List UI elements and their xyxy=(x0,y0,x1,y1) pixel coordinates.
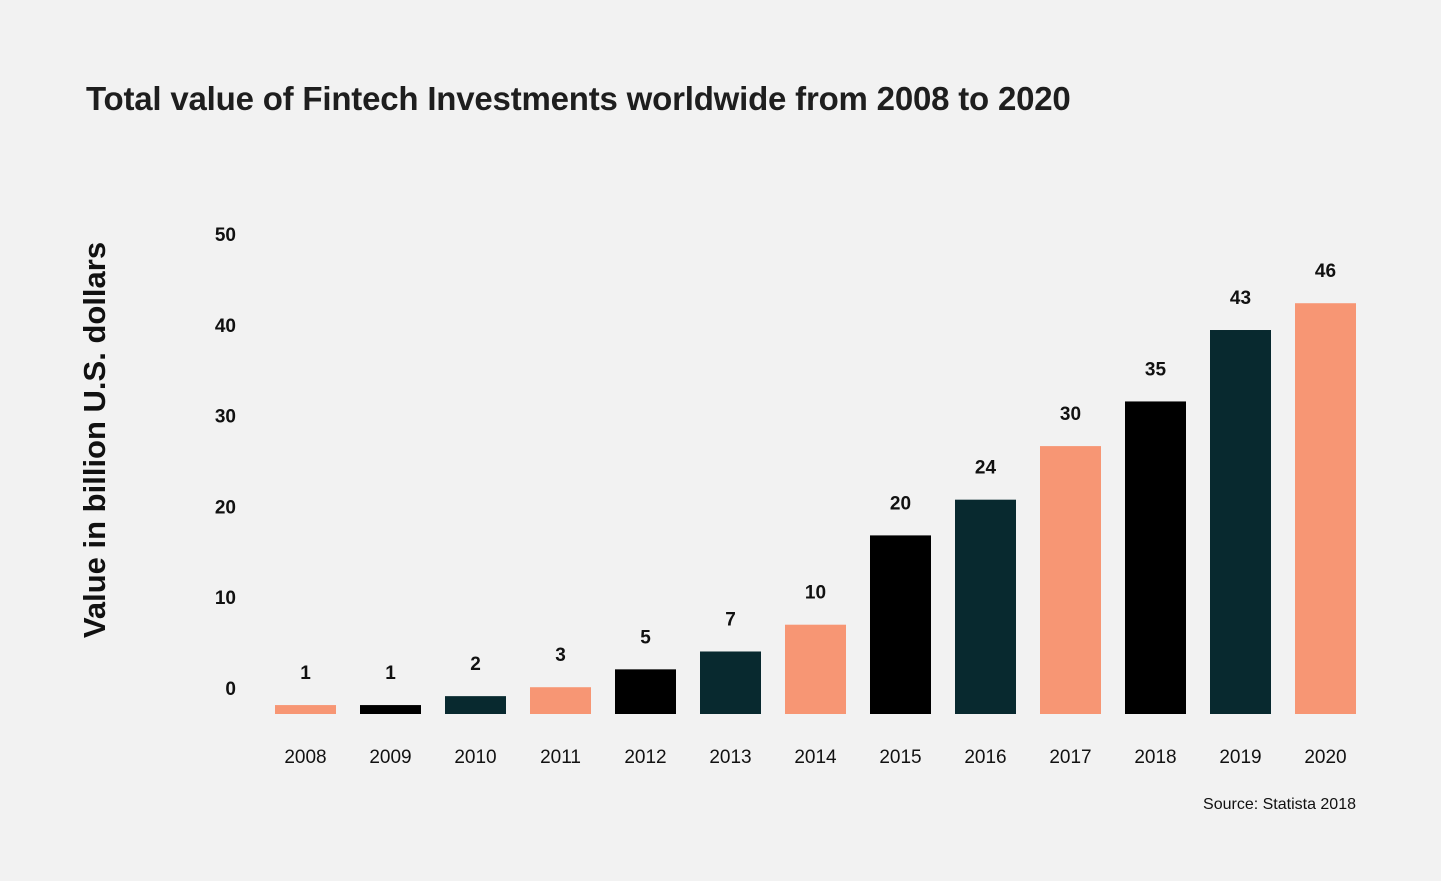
bar-2015 xyxy=(870,535,931,714)
y-tick-label: 20 xyxy=(215,497,236,518)
data-label: 3 xyxy=(555,645,566,666)
x-tick-label: 2019 xyxy=(1219,747,1261,768)
x-tick-label: 2009 xyxy=(369,747,411,768)
y-tick-label: 30 xyxy=(215,407,236,428)
bar-2011 xyxy=(530,687,591,714)
y-tick-label: 50 xyxy=(215,225,236,246)
bar-2010 xyxy=(445,696,506,714)
bar-2013 xyxy=(700,651,761,714)
x-tick-label: 2008 xyxy=(284,747,326,768)
bar-2020 xyxy=(1295,303,1356,714)
chart-title: Total value of Fintech Investments world… xyxy=(86,80,1071,117)
x-tick-label: 2017 xyxy=(1049,747,1091,768)
x-tick-label: 2015 xyxy=(879,747,921,768)
bar-2018 xyxy=(1125,401,1186,714)
source-note: Source: Statista 2018 xyxy=(1203,796,1356,813)
x-tick-label: 2010 xyxy=(454,747,496,768)
y-tick-label: 0 xyxy=(225,679,236,700)
x-tick-label: 2018 xyxy=(1134,747,1176,768)
x-tick-label: 2011 xyxy=(540,747,581,768)
bar-2017 xyxy=(1040,446,1101,714)
x-tick-label: 2014 xyxy=(794,747,837,768)
data-label: 7 xyxy=(725,609,736,630)
data-label: 1 xyxy=(385,663,396,684)
data-label: 2 xyxy=(470,654,481,675)
x-tick-label: 2013 xyxy=(709,747,751,768)
data-label: 20 xyxy=(890,493,911,514)
data-label: 30 xyxy=(1060,404,1081,425)
x-tick-label: 2012 xyxy=(624,747,666,768)
data-label: 46 xyxy=(1315,261,1336,282)
bar-2009 xyxy=(360,705,421,714)
y-tick-label: 10 xyxy=(215,588,236,609)
bar-2019 xyxy=(1210,330,1271,714)
bar-2014 xyxy=(785,624,846,714)
data-label: 24 xyxy=(975,458,997,479)
x-tick-label: 2020 xyxy=(1304,747,1346,768)
data-label: 35 xyxy=(1145,359,1167,380)
data-label: 1 xyxy=(300,663,311,684)
y-tick-label: 40 xyxy=(215,316,236,337)
data-label: 43 xyxy=(1230,288,1251,309)
x-tick-label: 2016 xyxy=(964,747,1006,768)
bar-2016 xyxy=(955,499,1016,714)
bar-2008 xyxy=(275,705,336,714)
data-label: 10 xyxy=(805,583,826,604)
data-label: 5 xyxy=(640,627,651,648)
bar-2012 xyxy=(615,669,676,714)
